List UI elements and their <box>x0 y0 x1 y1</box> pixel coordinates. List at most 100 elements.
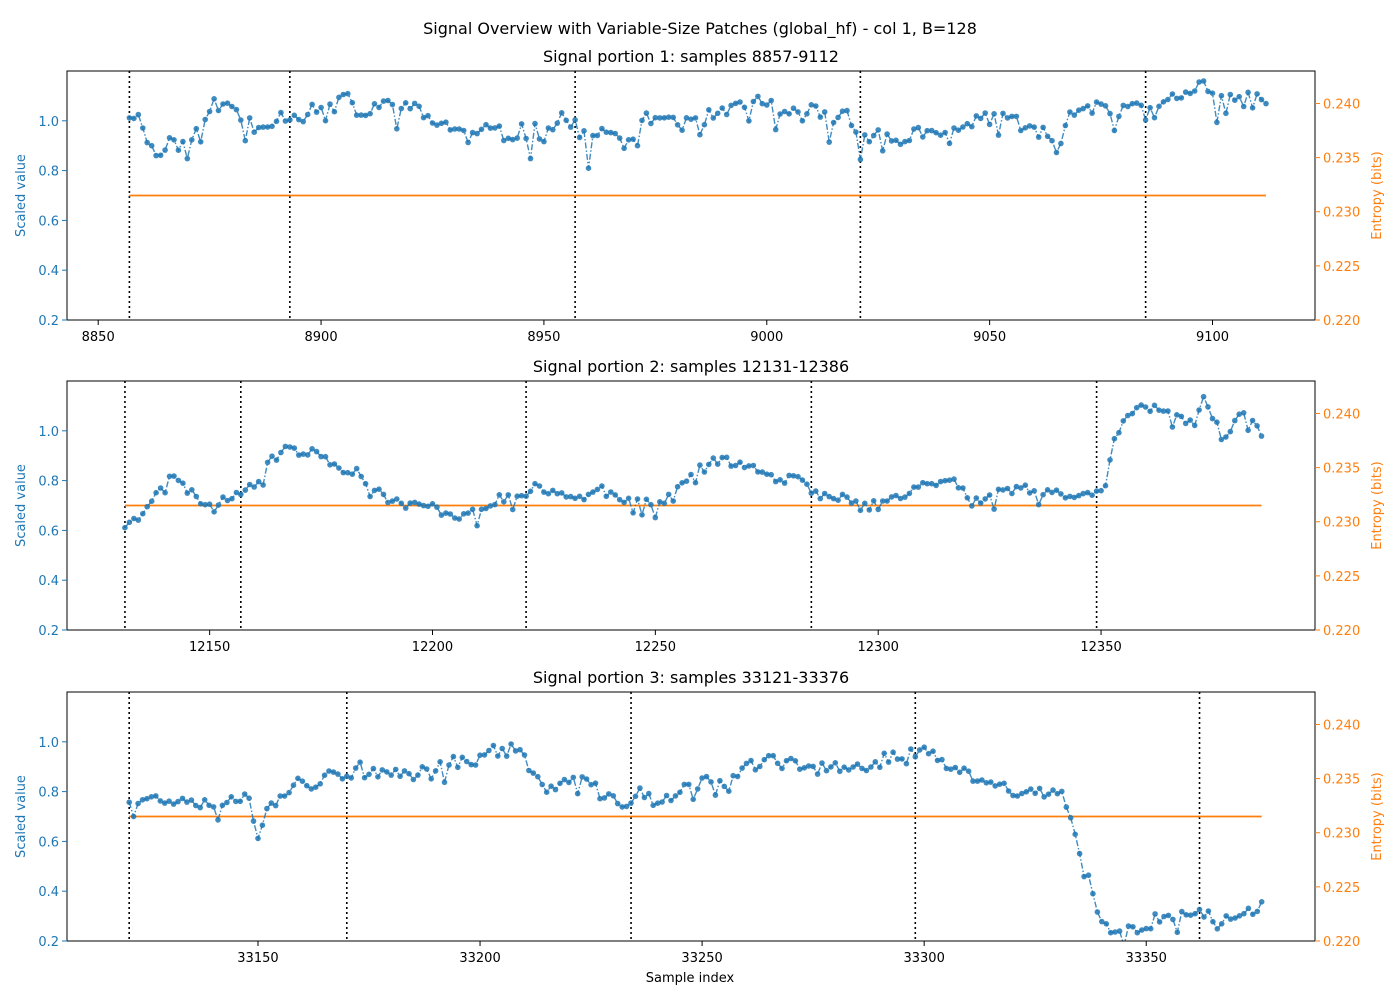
signal-point <box>623 803 630 810</box>
signal-point <box>389 498 396 504</box>
signal-point <box>371 487 378 494</box>
signal-point <box>162 489 168 496</box>
signal-point <box>969 123 975 130</box>
y-left-tick-label: 0.6 <box>38 835 59 850</box>
signal-point <box>657 115 663 121</box>
signal-point <box>357 759 363 765</box>
signal-point <box>1013 113 1020 120</box>
signal-point <box>879 498 886 504</box>
signal-point <box>1263 100 1269 107</box>
y-right-tick-label: 0.240 <box>1323 718 1360 733</box>
signal-point <box>188 797 195 803</box>
signal-point <box>481 752 488 758</box>
signal-point <box>585 491 592 498</box>
signal-point <box>345 469 351 476</box>
signal-point <box>469 129 476 136</box>
signal-point <box>379 767 386 773</box>
signal-point <box>739 765 745 771</box>
signal-point <box>996 781 1003 787</box>
signal-point <box>567 493 574 500</box>
signal-point <box>1067 493 1073 500</box>
signal-point <box>942 129 948 136</box>
signal-point <box>933 129 939 136</box>
signal-point <box>456 126 463 132</box>
signal-point <box>630 510 636 516</box>
signal-point <box>423 766 430 772</box>
signal-point <box>321 772 328 778</box>
signal-point <box>527 488 534 495</box>
signal-point <box>394 496 400 502</box>
signal-point <box>126 519 133 526</box>
signal-point <box>777 477 783 483</box>
signal-point <box>264 805 270 812</box>
signal-point <box>250 818 257 824</box>
signal-point <box>690 796 696 803</box>
signal-point <box>924 480 930 487</box>
signal-point <box>1059 788 1065 795</box>
signal-point <box>352 765 359 771</box>
signal-point <box>668 797 674 804</box>
signal-point <box>956 769 963 776</box>
signal-point <box>397 773 403 780</box>
signal-point <box>309 446 315 452</box>
signal-point <box>197 501 204 507</box>
signal-point <box>1044 487 1051 493</box>
signal-point <box>277 793 284 799</box>
signal-point <box>296 452 302 458</box>
signal-point <box>1200 78 1207 84</box>
signal-point <box>215 502 222 508</box>
signal-point <box>937 132 944 138</box>
signal-point <box>425 112 431 119</box>
signal-point <box>558 110 565 116</box>
signal-point <box>1053 149 1060 156</box>
signal-point <box>1084 489 1091 496</box>
signal-point <box>367 110 373 117</box>
signal-point <box>808 102 815 108</box>
signal-point <box>995 132 1002 138</box>
signal-point <box>229 495 235 502</box>
axes-frame <box>66 380 1316 631</box>
signal-point <box>273 118 280 125</box>
signal-point <box>786 111 792 117</box>
signal-point <box>1053 487 1060 494</box>
signal-point <box>536 136 543 142</box>
signal-point <box>1227 91 1234 98</box>
signal-point <box>465 510 471 516</box>
signal-point <box>937 478 944 485</box>
signal-point <box>487 503 494 509</box>
signal-point <box>1249 417 1256 424</box>
signal-point <box>694 786 701 792</box>
signal-point <box>628 800 634 806</box>
signal-point <box>616 135 623 141</box>
signal-point <box>868 764 874 770</box>
signal-point <box>828 764 834 770</box>
signal-point <box>135 800 141 807</box>
signal-point <box>674 122 681 128</box>
signal-point <box>1049 137 1055 144</box>
signal-point <box>206 501 213 508</box>
signal-point <box>1098 487 1104 494</box>
signal-point <box>447 127 454 133</box>
signal-point <box>884 131 890 137</box>
signal-point <box>853 498 859 504</box>
signal-point <box>1187 912 1194 918</box>
signal-point <box>1205 908 1212 914</box>
signal-point <box>486 747 492 754</box>
signal-point <box>388 772 395 778</box>
signal-point <box>1160 408 1167 414</box>
signal-point <box>269 123 275 130</box>
signal-point <box>1245 89 1251 96</box>
signal-point <box>1147 925 1154 932</box>
signal-point <box>826 139 832 145</box>
signal-point <box>1076 492 1082 499</box>
y-right-tick-label: 0.220 <box>1323 624 1360 639</box>
signal-point <box>139 797 146 803</box>
signal-point <box>340 91 347 98</box>
signal-point <box>1218 92 1225 99</box>
y-left-tick-label: 0.6 <box>38 214 59 229</box>
signal-point <box>634 496 641 502</box>
signal-point <box>336 465 342 471</box>
signal-point <box>193 125 200 132</box>
signal-point <box>402 100 409 106</box>
signal-point <box>768 471 774 478</box>
